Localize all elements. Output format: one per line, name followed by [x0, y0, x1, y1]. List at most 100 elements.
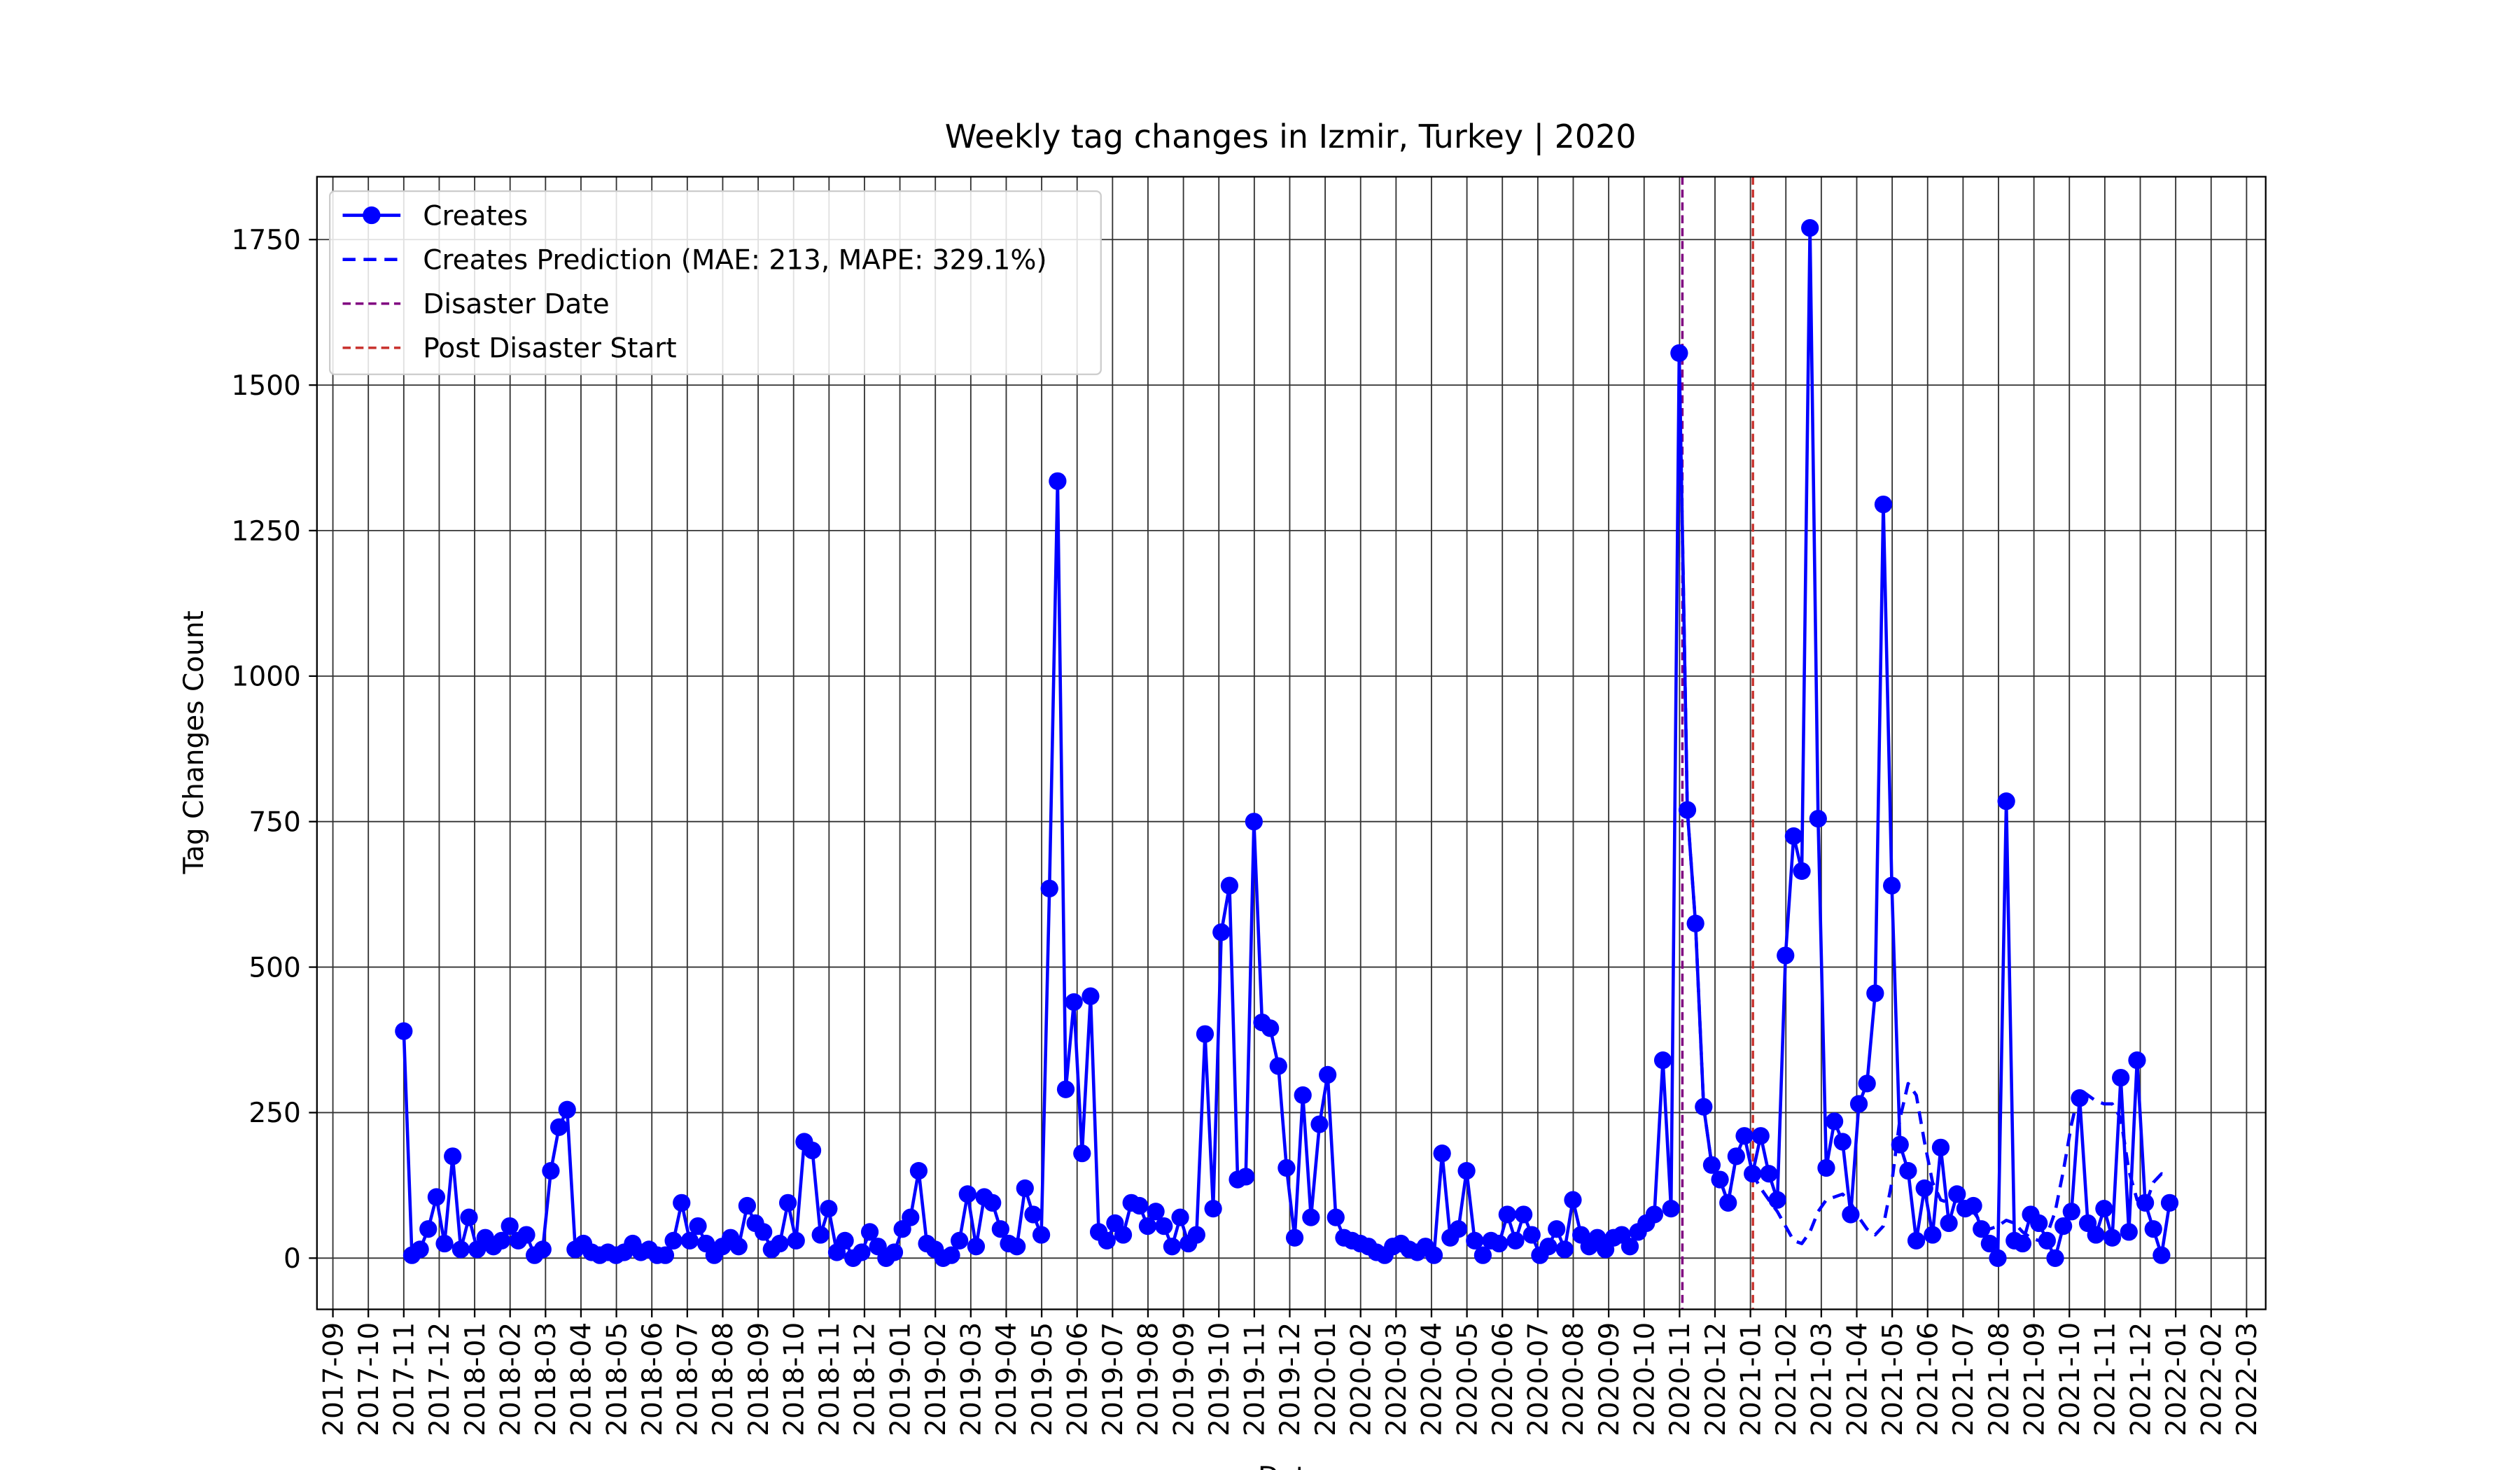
- data-point: [1760, 1165, 1778, 1183]
- data-point: [1645, 1205, 1664, 1224]
- data-point: [1702, 1156, 1721, 1174]
- x-tick-label: 2019-04: [991, 1322, 1023, 1436]
- data-point: [427, 1188, 446, 1206]
- x-tick-label: 2018-09: [743, 1322, 775, 1436]
- data-point: [902, 1208, 920, 1226]
- x-tick-label: 2021-11: [2090, 1322, 2122, 1436]
- data-point: [689, 1217, 707, 1236]
- x-tick-label: 2019-11: [1240, 1322, 1271, 1436]
- x-tick-label: 2020-09: [1594, 1322, 1625, 1436]
- data-point: [1842, 1205, 1860, 1224]
- data-point: [1817, 1158, 1835, 1177]
- data-point: [1866, 984, 1884, 1002]
- y-tick-label: 750: [248, 806, 300, 838]
- data-point: [1564, 1191, 1582, 1209]
- legend-label: Disaster Date: [423, 289, 609, 321]
- data-point: [2160, 1194, 2179, 1212]
- data-point: [1899, 1161, 1917, 1180]
- x-tick-label: 2018-02: [495, 1322, 526, 1436]
- data-point: [1040, 879, 1058, 897]
- x-tick-label: 2018-01: [460, 1322, 491, 1436]
- x-tick-label: 2020-10: [1630, 1322, 1661, 1436]
- data-point: [1522, 1226, 1541, 1244]
- data-point: [1065, 993, 1083, 1011]
- data-point: [771, 1234, 789, 1253]
- x-tick-label: 2020-05: [1452, 1322, 1483, 1436]
- x-tick-label: 2019-01: [885, 1322, 916, 1436]
- data-point: [1073, 1144, 1091, 1163]
- x-tick-label: 2022-02: [2197, 1322, 2228, 1436]
- data-point: [1424, 1246, 1443, 1264]
- x-tick-label: 2021-10: [2054, 1322, 2086, 1436]
- data-point: [1098, 1231, 1116, 1250]
- data-point: [738, 1196, 757, 1215]
- data-point: [1858, 1074, 1876, 1093]
- data-point: [1196, 1025, 1214, 1043]
- x-tick-label: 2018-04: [566, 1322, 598, 1436]
- x-tick-label: 2021-01: [1735, 1322, 1767, 1436]
- data-point: [1294, 1086, 1312, 1105]
- data-point: [1147, 1203, 1165, 1221]
- data-point: [983, 1194, 1002, 1212]
- data-point: [1777, 946, 1795, 965]
- data-point: [1997, 792, 2015, 811]
- data-point: [1751, 1127, 1770, 1145]
- data-point: [1457, 1161, 1476, 1180]
- data-point: [1931, 1138, 1950, 1156]
- data-point: [1319, 1065, 1337, 1084]
- data-point: [2030, 1214, 2048, 1233]
- x-tick-label: 2020-11: [1665, 1322, 1696, 1436]
- data-point: [755, 1223, 773, 1241]
- y-tick-label: 250: [248, 1098, 300, 1129]
- data-point: [1449, 1220, 1468, 1238]
- series-line: [1677, 353, 2171, 1245]
- data-point: [1326, 1208, 1345, 1226]
- y-tick-label: 1750: [232, 225, 301, 256]
- x-tick-label: 2018-03: [531, 1322, 562, 1436]
- data-point: [1874, 495, 1893, 514]
- x-tick-label: 2021-12: [2125, 1322, 2157, 1436]
- data-point: [820, 1200, 838, 1218]
- data-point: [991, 1220, 1009, 1238]
- data-point: [2046, 1249, 2064, 1267]
- x-tick-label: 2021-07: [1948, 1322, 1980, 1436]
- x-axis-label: Date: [1258, 1462, 1323, 1470]
- x-tick-label: 2019-08: [1133, 1322, 1165, 1436]
- x-tick-label: 2020-02: [1345, 1322, 1377, 1436]
- data-point: [787, 1231, 805, 1250]
- data-point: [1620, 1238, 1639, 1256]
- x-tick-label: 2018-08: [708, 1322, 739, 1436]
- data-point: [673, 1194, 691, 1212]
- data-point: [2013, 1234, 2032, 1253]
- data-point: [656, 1246, 675, 1264]
- data-point: [1940, 1214, 1958, 1233]
- x-tick-label: 2017-09: [318, 1322, 349, 1436]
- y-tick-label: 1000: [232, 662, 301, 693]
- data-point: [1008, 1238, 1026, 1256]
- x-tick-label: 2020-04: [1417, 1322, 1448, 1436]
- legend: Creates Creates Prediction (MAE: 213, MAP…: [329, 190, 1102, 375]
- x-tick-label: 2019-02: [920, 1322, 952, 1436]
- data-point: [2062, 1203, 2080, 1221]
- x-tick-label: 2018-12: [850, 1322, 881, 1436]
- data-point: [1302, 1208, 1320, 1226]
- x-tick-label: 2019-05: [1027, 1322, 1058, 1436]
- y-tick-label: 0: [284, 1243, 301, 1275]
- data-point: [2054, 1217, 2073, 1236]
- data-point: [533, 1240, 552, 1259]
- data-point: [1882, 876, 1901, 895]
- data-point: [500, 1217, 519, 1236]
- data-point: [558, 1100, 576, 1119]
- data-point: [1163, 1238, 1182, 1256]
- data-point: [2095, 1200, 2113, 1218]
- data-point: [1187, 1226, 1205, 1244]
- data-point: [1539, 1238, 1558, 1256]
- data-point: [1269, 1057, 1287, 1075]
- y-tick-label: 1250: [232, 516, 301, 547]
- x-tick-label: 2021-06: [1913, 1322, 1945, 1436]
- x-tick-label: 2019-10: [1204, 1322, 1236, 1436]
- x-tick-label: 2022-03: [2232, 1322, 2263, 1436]
- data-point: [1514, 1205, 1533, 1224]
- data-point: [1989, 1249, 2007, 1267]
- data-point: [1245, 813, 1263, 831]
